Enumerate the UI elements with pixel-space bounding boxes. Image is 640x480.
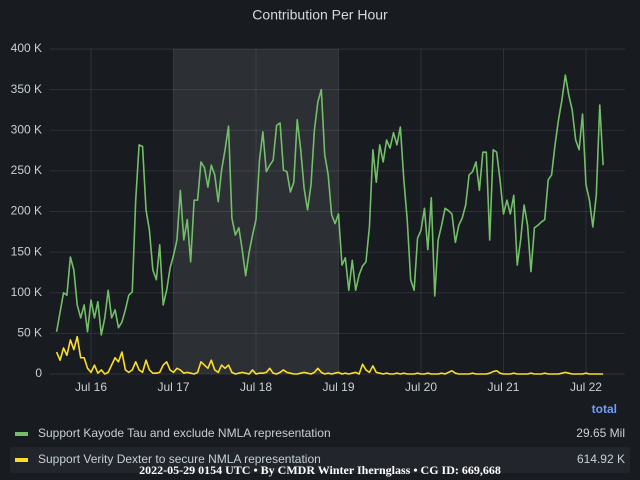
y-tick-label: 250 K (11, 163, 42, 177)
y-tick-label: 300 K (11, 122, 42, 136)
y-tick-label: 50 K (17, 326, 42, 340)
x-tick-label: Jul 18 (240, 380, 272, 394)
x-tick-label: Jul 17 (157, 380, 189, 394)
legend-header[interactable]: total (592, 402, 617, 416)
y-tick-label: 200 K (11, 204, 42, 218)
footer: 2022-05-29 0154 UTC • By CMDR Winter Ihe… (139, 463, 501, 477)
x-tick-label: Jul 22 (570, 380, 602, 394)
y-tick-label: 0 (35, 366, 42, 380)
x-tick-label: Jul 16 (75, 380, 107, 394)
y-tick-label: 150 K (11, 244, 42, 258)
legend-total: 29.65 Mil (576, 426, 625, 440)
y-tick-label: 100 K (11, 285, 42, 299)
legend-label[interactable]: Support Kayode Tau and exclude NMLA repr… (38, 426, 331, 440)
series-line (55, 335, 604, 375)
legend: total Support Kayode Tau and exclude NML… (10, 402, 630, 473)
x-tick-label: Jul 21 (487, 380, 519, 394)
series-line (55, 74, 604, 336)
x-tick-label: Jul 19 (322, 380, 354, 394)
x-tick-label: Jul 20 (405, 380, 437, 394)
y-tick-label: 350 K (11, 82, 42, 96)
legend-label[interactable]: Support Verity Dexter to secure NMLA rep… (38, 452, 321, 466)
y-tick-label: 400 K (11, 41, 42, 55)
legend-total: 614.92 K (577, 452, 625, 466)
legend-row-bg (10, 447, 630, 473)
panel-title: Contribution Per Hour (252, 7, 388, 23)
plot-area: 0 50 K 100 K 150 K 200 K 250 K 300 K 350 K 400 K… (11, 41, 625, 394)
